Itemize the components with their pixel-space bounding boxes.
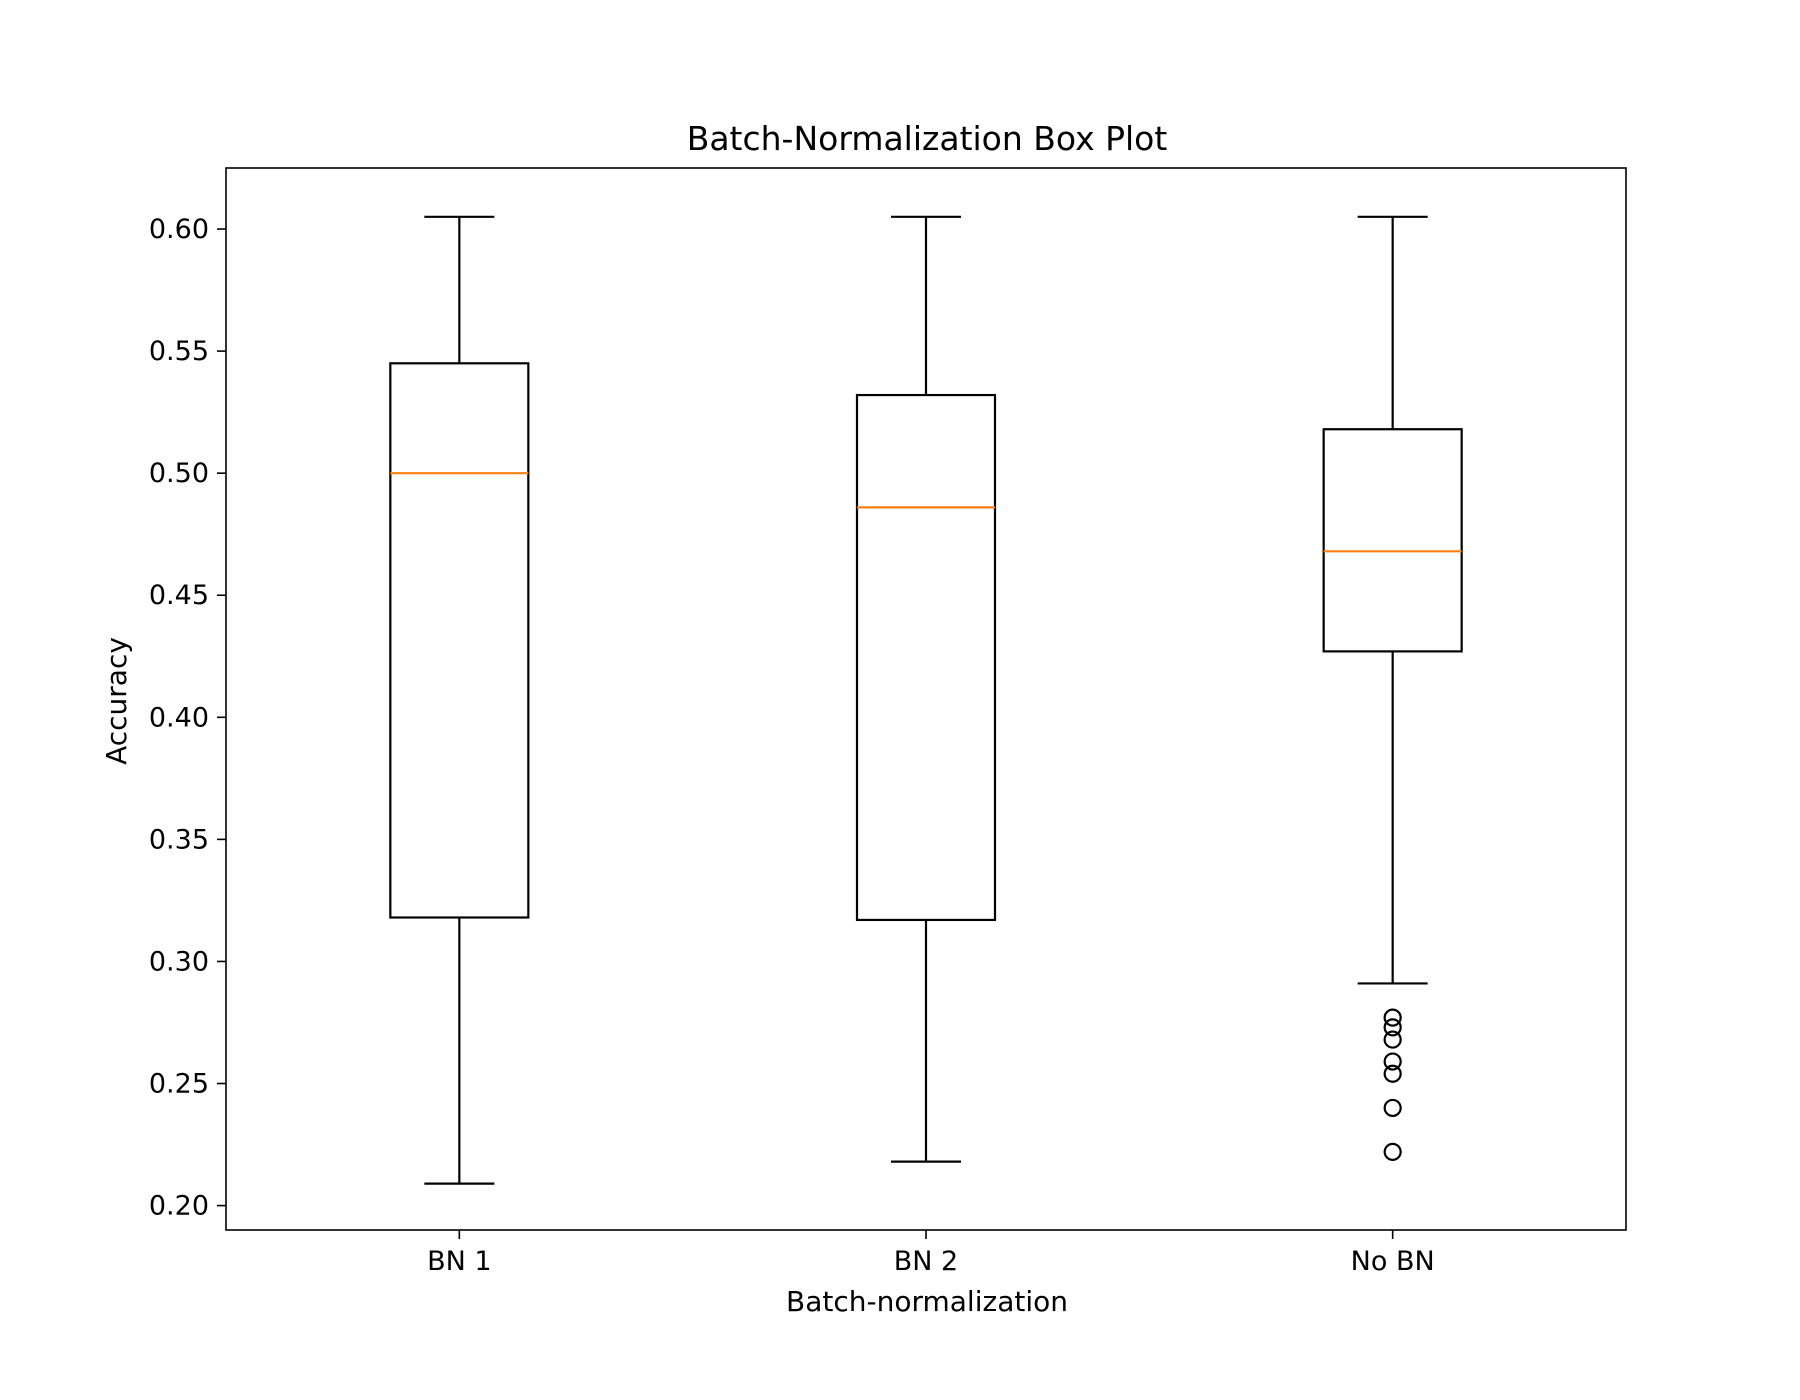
- outlier-point: [1383, 1098, 1402, 1118]
- y-tick-label: 0.60: [149, 214, 209, 245]
- x-tick-label: No BN: [1351, 1246, 1435, 1277]
- y-tick-label: 0.55: [149, 336, 209, 367]
- y-tick-label: 0.40: [149, 702, 209, 733]
- x-tick-label: BN 2: [894, 1246, 958, 1277]
- outlier-point: [1383, 1064, 1402, 1083]
- iqr-box: [855, 393, 997, 922]
- outlier-point: [1383, 1008, 1402, 1027]
- iqr-box: [1322, 428, 1463, 653]
- chart-title: Batch-Normalization Box Plot: [687, 119, 1168, 158]
- y-tick-label: 0.25: [149, 1069, 209, 1100]
- x-axis-label: Batch-normalization: [786, 1285, 1068, 1318]
- y-axis-label: Accuracy: [100, 637, 133, 765]
- outlier-point: [1383, 1052, 1402, 1071]
- plot-area: 0.20 0.25 0.30 0.35 0.40 0.45 0.50 0.55 0.60 BN 1…: [149, 214, 1463, 1277]
- iqr-box: [389, 362, 530, 919]
- outlier-point: [1383, 1142, 1402, 1161]
- y-tick-label: 0.35: [149, 824, 209, 855]
- y-tick-label: 0.45: [149, 580, 209, 611]
- outlier-point: [1383, 1030, 1402, 1049]
- outlier-point: [1383, 1018, 1402, 1037]
- y-tick-label: 0.30: [149, 946, 209, 977]
- axes-frame: [225, 167, 1627, 1231]
- y-tick-label: 0.50: [149, 458, 209, 489]
- x-tick-label: BN 1: [427, 1246, 491, 1277]
- y-tick-label: 0.20: [149, 1191, 209, 1222]
